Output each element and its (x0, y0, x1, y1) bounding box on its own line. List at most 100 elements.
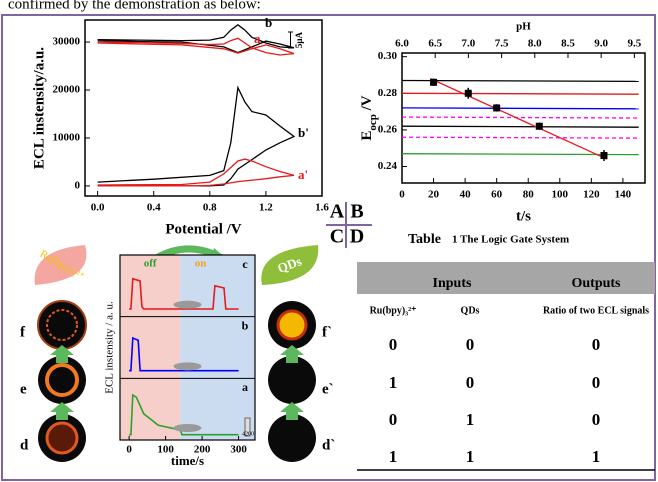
table-title: 1 The Logic Gate System (452, 234, 569, 246)
y-tick-label: 0.26 (378, 123, 398, 135)
table-cell: 1 (466, 410, 475, 429)
y-tick-label: 10000 (53, 132, 81, 144)
series-line (402, 108, 639, 109)
scale-bar (288, 32, 293, 48)
background-on (180, 255, 255, 440)
table-cell: 0 (592, 410, 601, 429)
series-line (402, 117, 639, 118)
y-axis-label-part: E (359, 131, 375, 141)
table-title-prefix: Table (408, 232, 441, 247)
background-off (120, 255, 180, 440)
x-tick-label: 0.8 (203, 202, 217, 214)
image (47, 423, 77, 453)
y-tick-label: 0.30 (378, 50, 398, 62)
table-cell: 0 (389, 410, 398, 429)
table-column-header: Ru(bpy)₃²⁺ (370, 305, 417, 316)
scale-bar-label: 5μA (294, 31, 304, 48)
y-tick-label: 0 (75, 179, 81, 191)
table-cell: 1 (389, 447, 398, 466)
scale-label: 4200 (242, 431, 254, 437)
x-tick-label: 100 (552, 189, 569, 201)
x-tick-label: 60 (491, 189, 503, 201)
electrode (174, 424, 202, 432)
series-line (402, 126, 639, 127)
curve-label: b (265, 15, 272, 30)
data-point (430, 79, 437, 86)
image-label: f` (322, 324, 332, 340)
x2-tick-label: 7.5 (495, 38, 509, 50)
panel-label: B (350, 201, 363, 223)
table-cell: 0 (466, 335, 475, 354)
x2-tick-label: 6.0 (395, 38, 409, 50)
table-cell: 1 (592, 447, 601, 466)
figure-border (2, 15, 655, 480)
image-label: e (20, 381, 27, 397)
image (268, 414, 316, 462)
table-cell: 1 (389, 373, 398, 392)
curve-label: a' (298, 167, 308, 182)
table-group: Outputs (571, 276, 621, 291)
annotation-off: off (144, 258, 157, 270)
image-label: f (20, 324, 26, 340)
series-line (402, 137, 639, 138)
x-tick-label: 0.0 (91, 202, 105, 214)
table-cell: 1 (466, 447, 475, 466)
image (278, 311, 306, 339)
y-tick-label: 20000 (53, 84, 81, 96)
table-column-header: QDs (461, 305, 480, 316)
x2-tick-label: 9.5 (628, 38, 642, 50)
image-label: e` (322, 381, 334, 397)
x-tick-label: 140 (615, 189, 632, 201)
annotation-on: on (195, 258, 207, 270)
panel-label: b (242, 318, 249, 332)
x-tick-label: 300 (230, 444, 247, 456)
y-axis-label: Eocp /V (359, 95, 378, 140)
data-point (493, 104, 500, 111)
image-label: d` (322, 437, 335, 453)
panel-label: D (350, 226, 364, 248)
x2-tick-label: 8.0 (528, 38, 542, 50)
data-point (465, 90, 472, 97)
x2-tick-label: 7.0 (462, 38, 476, 50)
x-axis-label: Potential /V (165, 221, 241, 237)
curve-label: b' (298, 125, 309, 140)
x2-tick-label: 9.0 (594, 38, 608, 50)
y-tick-label: 30000 (53, 36, 81, 48)
data-point (600, 152, 607, 159)
curve-label: a (254, 31, 261, 46)
x-tick-label: 1.6 (315, 202, 329, 214)
table-cell: 0 (466, 373, 475, 392)
x2-tick-label: 8.5 (561, 38, 575, 50)
table-cell: 0 (389, 335, 398, 354)
y-tick-label: 0.28 (378, 87, 398, 99)
table-cell: 0 (592, 373, 601, 392)
y-axis-label-part: ocp (367, 114, 379, 131)
x-tick-label: 80 (523, 189, 535, 201)
x-axis-label: t/s (516, 208, 531, 224)
image-label: d (20, 437, 29, 453)
x-tick-label: 0 (126, 444, 132, 456)
y-tick-label: 0.24 (378, 160, 398, 172)
panel-label: c (242, 257, 248, 271)
x-tick-label: 20 (428, 189, 440, 201)
table-column-header: Ratio of two ECL signals (543, 305, 649, 316)
electrode (174, 301, 202, 309)
image (268, 356, 316, 404)
x-tick-label: 1.2 (259, 202, 273, 214)
x-tick-label: 120 (583, 189, 600, 201)
y-axis-label: ECL instensity/a.u. (31, 47, 47, 169)
series-line (98, 88, 294, 186)
table-group: Inputs (433, 276, 472, 291)
panel-label: C (330, 226, 344, 248)
figure: confirmed by the demonstration as below:… (0, 0, 658, 482)
series-line (98, 159, 294, 186)
x2-tick-label: 6.5 (428, 38, 442, 50)
table-cell: 0 (592, 335, 601, 354)
electrode (174, 362, 202, 370)
panel-label: A (330, 201, 345, 223)
x-tick-label: 0.4 (147, 202, 161, 214)
panel-label: a (242, 380, 248, 394)
y-axis-label-part: /V (359, 95, 375, 114)
series-line (402, 93, 639, 94)
x-axis-label: time/s (171, 453, 204, 468)
